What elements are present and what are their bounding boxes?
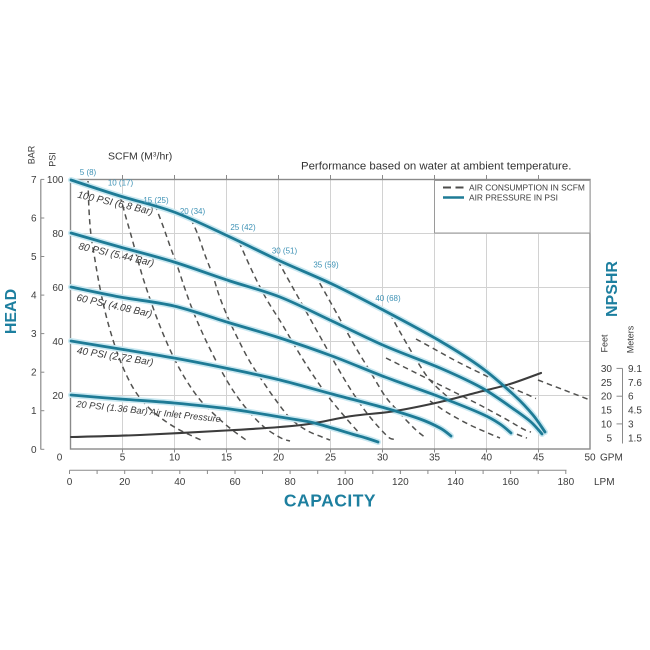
- svg-text:Meters: Meters: [626, 325, 636, 353]
- svg-text:6: 6: [628, 392, 634, 403]
- svg-text:20: 20: [119, 477, 131, 488]
- svg-text:3: 3: [31, 329, 37, 340]
- svg-text:20: 20: [601, 392, 613, 403]
- svg-text:Performance based on water at: Performance based on water at ambient te…: [301, 161, 571, 173]
- svg-text:30: 30: [377, 452, 389, 463]
- svg-text:40: 40: [174, 477, 186, 488]
- svg-text:160: 160: [502, 477, 519, 488]
- svg-text:AIR CONSUMPTION IN SCFM: AIR CONSUMPTION IN SCFM: [469, 183, 585, 193]
- svg-text:1.5: 1.5: [628, 433, 642, 444]
- svg-text:PSI: PSI: [48, 152, 58, 167]
- svg-text:2: 2: [31, 368, 37, 379]
- svg-text:GPM: GPM: [600, 452, 623, 463]
- svg-text:5: 5: [120, 452, 126, 463]
- svg-text:5: 5: [31, 252, 37, 263]
- svg-text:180: 180: [557, 477, 574, 488]
- svg-text:BAR: BAR: [27, 145, 37, 164]
- svg-text:100: 100: [337, 477, 354, 488]
- svg-text:5: 5: [606, 433, 612, 444]
- svg-text:80: 80: [285, 477, 297, 488]
- svg-text:10: 10: [169, 452, 181, 463]
- svg-text:120: 120: [392, 477, 409, 488]
- svg-text:10: 10: [601, 419, 613, 430]
- svg-text:4: 4: [31, 291, 37, 302]
- svg-text:15 (25): 15 (25): [143, 196, 169, 205]
- svg-text:25 (42): 25 (42): [230, 223, 256, 232]
- svg-text:60: 60: [229, 477, 241, 488]
- svg-text:7: 7: [31, 175, 37, 186]
- svg-text:SCFM (M3/hr): SCFM (M3/hr): [108, 151, 172, 163]
- svg-text:HEAD: HEAD: [3, 289, 20, 334]
- svg-text:Feet: Feet: [600, 334, 610, 353]
- svg-text:15: 15: [221, 452, 233, 463]
- svg-text:35: 35: [429, 452, 441, 463]
- svg-text:40: 40: [52, 337, 64, 348]
- svg-text:80: 80: [52, 229, 64, 240]
- svg-text:10 (17): 10 (17): [108, 179, 134, 188]
- svg-text:25: 25: [325, 452, 337, 463]
- svg-text:20: 20: [52, 391, 64, 402]
- svg-text:0: 0: [31, 445, 37, 456]
- svg-text:20 (34): 20 (34): [180, 207, 206, 216]
- svg-text:100: 100: [47, 175, 64, 186]
- svg-text:5 (8): 5 (8): [80, 168, 97, 177]
- svg-text:140: 140: [447, 477, 464, 488]
- svg-text:0: 0: [57, 452, 63, 463]
- svg-text:NPSHR: NPSHR: [604, 261, 621, 317]
- svg-text:AIR PRESSURE IN PSI: AIR PRESSURE IN PSI: [469, 193, 558, 203]
- svg-text:6: 6: [31, 214, 37, 225]
- svg-text:15: 15: [601, 406, 613, 417]
- svg-text:40 (68): 40 (68): [375, 294, 401, 303]
- svg-text:20: 20: [273, 452, 285, 463]
- svg-text:50: 50: [584, 452, 596, 463]
- svg-text:25: 25: [601, 378, 613, 389]
- svg-text:35 (59): 35 (59): [313, 260, 339, 269]
- svg-text:9.1: 9.1: [628, 364, 642, 375]
- svg-text:4.5: 4.5: [628, 406, 642, 417]
- svg-text:LPM: LPM: [594, 477, 615, 488]
- svg-text:1: 1: [31, 406, 37, 417]
- svg-text:0: 0: [67, 477, 73, 488]
- svg-text:60: 60: [52, 283, 64, 294]
- svg-text:30 (51): 30 (51): [272, 246, 298, 255]
- svg-text:30: 30: [601, 364, 613, 375]
- svg-text:40: 40: [481, 452, 493, 463]
- svg-text:3: 3: [628, 419, 634, 430]
- svg-text:CAPACITY: CAPACITY: [284, 491, 376, 511]
- svg-text:45: 45: [533, 452, 545, 463]
- svg-text:7.6: 7.6: [628, 378, 642, 389]
